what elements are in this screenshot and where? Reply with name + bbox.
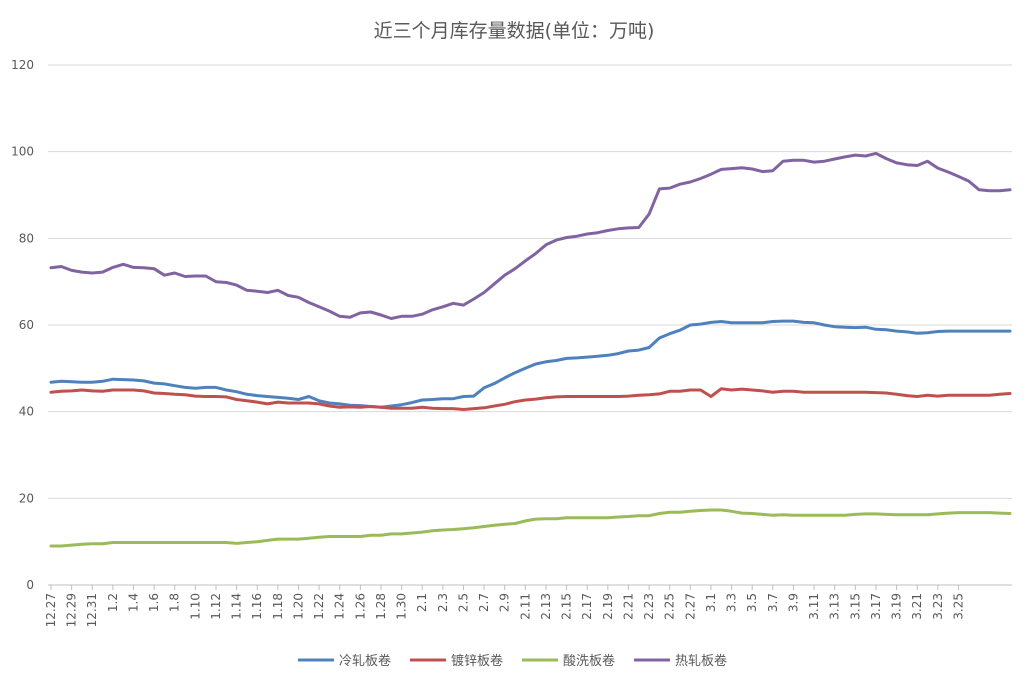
y-tick-label: 80 [19,231,34,245]
series-line-冷轧板卷 [49,319,1012,409]
series-line-镀锌板卷 [49,387,1012,411]
x-tick-label: 3.21 [910,593,924,620]
legend-item-热轧板卷: 热轧板卷 [634,653,727,669]
x-tick-label: 3.9 [786,593,800,612]
x-tick-label: 1.18 [271,593,285,620]
x-tick-label: 2.23 [642,593,656,620]
x-tick-label: 1.16 [250,593,264,620]
legend-label: 冷轧板卷 [339,653,391,669]
x-tick-label: 2.27 [683,593,697,620]
x-tick-label: 1.24 [333,593,347,620]
x-tick-label: 2.3 [436,593,450,612]
x-tick-label: 2.15 [560,593,574,620]
x-tick-label: 2.9 [498,593,512,612]
legend: 冷轧板卷 镀锌板卷 酸洗板卷 热轧板卷 [298,653,727,669]
legend-label: 酸洗板卷 [563,653,615,669]
x-tick-label: 1.14 [230,593,244,620]
x-tick-label: 3.1 [704,593,718,612]
x-tick-label: 3.25 [951,593,965,620]
x-tick-label: 1.12 [209,593,223,620]
x-tick-label: 12.27 [44,593,58,627]
y-tick-label: 0 [26,578,34,592]
x-tick-label: 3.11 [807,593,821,620]
series-line-热轧板卷 [49,151,1012,320]
x-tick-label: 2.17 [580,593,594,620]
gridlines [48,64,1012,586]
x-tick-label: 3.7 [766,593,780,612]
x-tick-label: 1.2 [106,593,120,612]
y-tick-label: 60 [19,318,34,332]
x-tick-label: 2.5 [456,593,470,612]
series-lines [49,151,1012,548]
x-tick-label: 3.13 [828,593,842,620]
x-tick-label: 1.6 [147,593,161,612]
x-tick-label: 1.4 [126,593,140,612]
x-axis: 12.27 12.29 12.31 1.2 1.4 1.6 1.8 1.10 1.12 1.14 1… [44,585,965,627]
x-tick-label: 3.17 [869,593,883,620]
x-tick-label: 2.21 [621,593,635,620]
legend-label: 热轧板卷 [675,653,727,669]
legend-label: 镀锌板卷 [451,653,503,669]
x-tick-label: 2.1 [415,593,429,612]
x-tick-label: 3.19 [890,593,904,620]
legend-item-酸洗板卷: 酸洗板卷 [522,653,615,669]
x-tick-label: 2.25 [663,593,677,620]
x-tick-label: 2.7 [477,593,491,612]
x-tick-label: 2.19 [601,593,615,620]
x-tick-label: 3.5 [745,593,759,612]
x-tick-label: 1.30 [395,593,409,620]
x-tick-label: 1.22 [312,593,326,620]
legend-item-镀锌板卷: 镀锌板卷 [410,653,503,669]
x-tick-label: 3.3 [725,593,739,612]
x-tick-label: 1.26 [353,593,367,620]
y-tick-label: 100 [11,145,34,159]
x-tick-label: 2.11 [518,593,532,620]
x-tick-label: 1.8 [168,593,182,612]
x-tick-label: 12.31 [85,593,99,627]
x-tick-label: 1.10 [188,593,202,620]
y-tick-label: 120 [11,58,34,72]
x-tick-label: 3.23 [931,593,945,620]
series-line-酸洗板卷 [49,508,1012,548]
legend-item-冷轧板卷: 冷轧板卷 [298,653,391,669]
chart-title: 近三个月库存量数据(单位：万吨) [374,20,655,42]
y-tick-label: 40 [19,405,34,419]
x-tick-label: 12.29 [65,593,79,627]
x-tick-label: 1.20 [291,593,305,620]
y-tick-label: 20 [19,491,34,505]
x-tick-label: 3.15 [848,593,862,620]
x-tick-label: 2.13 [539,593,553,620]
x-tick-label: 1.28 [374,593,388,620]
y-axis: 0 20 40 60 80 100 120 [11,58,34,592]
